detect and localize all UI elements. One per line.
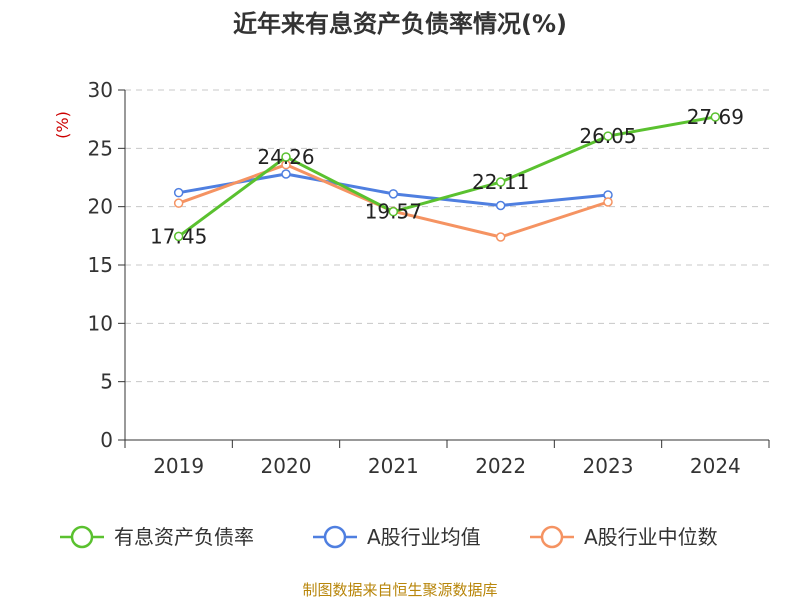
data-point [710,112,721,122]
legend-label: 有息资产负债率 [114,525,254,549]
x-tick-label: 2019 [153,454,204,478]
x-tick-label: 2024 [690,454,741,478]
data-label: 22.11 [472,170,529,194]
legend: 有息资产负债率 A股行业均值 A股行业中位数 [60,525,718,549]
legend-marker [540,525,564,549]
data-point [173,187,184,198]
data-point [603,131,613,141]
data-point [173,231,184,242]
y-tick-label: 10 [88,311,113,335]
legend-label: A股行业中位数 [584,525,718,549]
y-tick-label: 0 [100,428,113,452]
legend-label: A股行业均值 [367,525,481,549]
series-lines [173,112,721,242]
axes: 0 5 10 15 20 25 30 2019 2020 2021 2022 2023 2024 [88,78,770,478]
data-point [603,197,613,207]
grid-lines [125,89,769,383]
data-label: 27.69 [687,105,744,129]
legend-item: A股行业中位数 [530,525,718,549]
data-point [495,177,506,187]
y-tick-label: 15 [88,253,113,277]
chart-title: 近年来有息资产负债率情况(%) [233,10,567,38]
data-label: 17.45 [150,224,207,248]
y-tick-label: 25 [88,136,113,160]
series-line [177,115,716,238]
x-tick-label: 2023 [583,454,634,478]
data-point [388,189,399,199]
legend-marker [323,525,347,549]
x-tick-label: 2020 [261,454,312,478]
source-note: 制图数据来自恒生聚源数据库 [302,581,497,599]
data-label: 26.05 [579,124,636,148]
y-tick-label: 20 [88,195,113,219]
data-point [388,206,399,217]
data-label: 24.26 [257,145,314,169]
y-tick-label: 5 [100,370,113,394]
legend-item: 有息资产负债率 [60,525,254,549]
x-tick-label: 2022 [475,454,526,478]
data-point [173,198,184,208]
legend-marker [70,525,94,549]
data-labels: 17.45 24.26 19.57 22.11 26.05 27.69 [150,105,744,248]
data-point [495,200,506,211]
data-label: 19.57 [365,200,422,224]
x-tick-label: 2021 [368,454,419,478]
y-axis-unit: (%) [53,111,72,139]
legend-item: A股行业均值 [313,525,481,549]
y-tick-label: 30 [88,78,113,102]
data-point [495,232,506,242]
data-point [281,152,291,162]
data-point [281,169,291,179]
